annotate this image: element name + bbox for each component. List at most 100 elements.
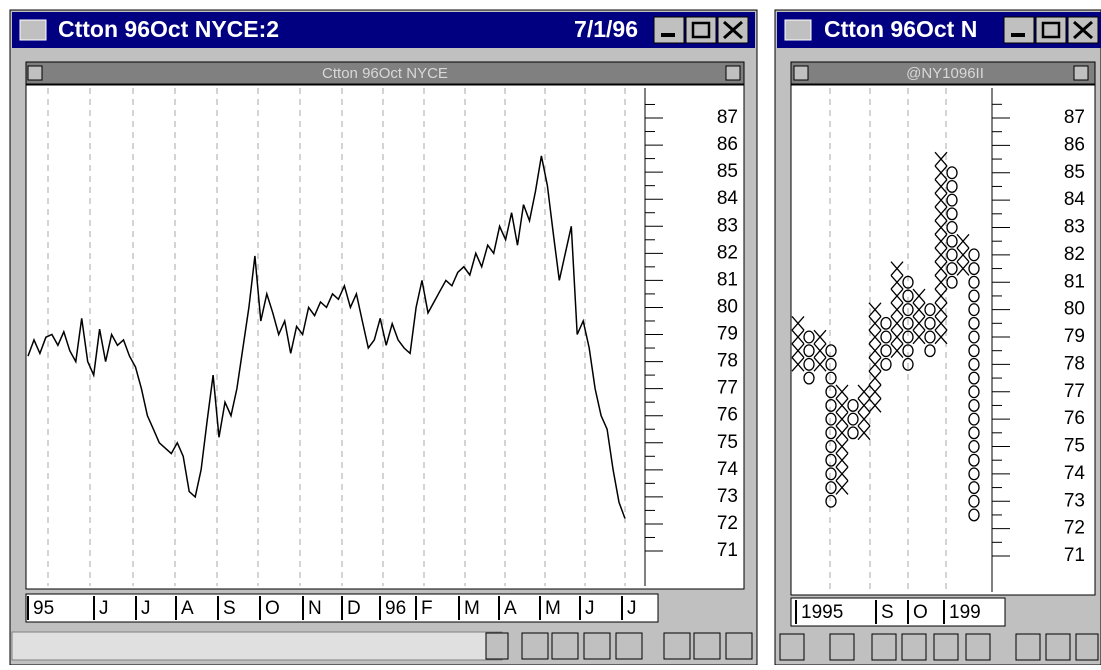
x-label: J [141, 598, 151, 619]
y-tick-label: 79 [1064, 326, 1085, 347]
app-icon [784, 19, 812, 41]
box [934, 316, 948, 331]
left-scrollbar[interactable] [11, 631, 503, 661]
y-tick-label: 71 [717, 540, 738, 561]
right-date-strip [790, 597, 1006, 627]
x-column [912, 288, 926, 345]
box [825, 426, 837, 440]
chart-menu[interactable] [27, 65, 43, 81]
box [835, 411, 849, 427]
box [946, 262, 958, 276]
box [924, 303, 936, 317]
box [835, 425, 849, 441]
box [968, 262, 980, 276]
o-column [968, 248, 980, 522]
box [890, 274, 904, 290]
x-column [956, 233, 970, 276]
window-buttons[interactable] [1003, 16, 1099, 44]
box [813, 343, 827, 358]
box [968, 344, 980, 358]
box [791, 343, 805, 358]
y-tick-label: 84 [1064, 189, 1086, 210]
y-tick-label: 72 [717, 513, 738, 534]
chart-max[interactable] [725, 65, 741, 81]
left-chart-bar [25, 61, 745, 85]
box [968, 248, 980, 262]
box [968, 440, 980, 453]
box [868, 343, 882, 358]
x-column [890, 261, 904, 358]
box [912, 329, 926, 345]
box [956, 233, 970, 249]
box [857, 425, 871, 441]
left-title-bar [12, 12, 755, 48]
box [902, 344, 914, 358]
o-column [847, 398, 859, 440]
window-buttons[interactable] [653, 16, 749, 44]
box [868, 302, 882, 317]
box [902, 357, 914, 371]
box [946, 221, 958, 234]
box [946, 166, 958, 180]
y-tick-label: 76 [1064, 408, 1085, 429]
box [912, 316, 926, 331]
x-label: M [545, 598, 561, 619]
box [902, 316, 914, 330]
x-label: D [347, 598, 361, 619]
x-column [868, 302, 882, 413]
box [857, 411, 871, 427]
box [912, 288, 926, 304]
left-toolbar[interactable] [485, 632, 753, 660]
box [868, 316, 882, 331]
box [924, 316, 936, 330]
box [934, 247, 948, 263]
y-tick-label: 82 [1064, 244, 1085, 265]
box [803, 357, 815, 371]
right-toolbar[interactable] [779, 633, 1099, 661]
box [968, 398, 980, 412]
y-tick-label: 79 [717, 324, 738, 345]
box [968, 385, 980, 399]
chart-max[interactable] [1073, 65, 1089, 81]
box [968, 508, 980, 522]
left-chart-title: Ctton 96Oct NYCE [322, 65, 448, 82]
box [791, 329, 805, 345]
box [880, 330, 892, 344]
y-tick-label: 83 [717, 215, 738, 236]
box [880, 316, 892, 330]
y-tick-label: 80 [1064, 299, 1085, 320]
box [968, 412, 980, 426]
y-tick-label: 86 [717, 134, 738, 155]
box [946, 275, 958, 289]
box [835, 398, 849, 413]
box [946, 248, 958, 262]
y-tick-label: 77 [1064, 381, 1085, 402]
box [902, 303, 914, 317]
box [835, 384, 849, 400]
box [968, 494, 980, 508]
chart-menu[interactable] [793, 65, 809, 81]
y-tick-label: 74 [1064, 463, 1086, 484]
box [847, 412, 859, 426]
x-column [934, 151, 948, 345]
box [968, 330, 980, 344]
box [946, 234, 958, 248]
box [825, 371, 837, 385]
x-column [857, 384, 871, 441]
o-column [902, 275, 914, 371]
box [934, 302, 948, 317]
left-title: Ctton 96Oct NYCE:2 [58, 16, 279, 42]
x-label: J [585, 598, 595, 619]
box [946, 207, 958, 221]
box [890, 302, 904, 317]
box [890, 343, 904, 358]
box [803, 330, 815, 344]
box [857, 398, 871, 413]
box [902, 330, 914, 344]
box [868, 370, 882, 386]
app-icon [19, 19, 47, 41]
x-label: 96 [385, 598, 406, 619]
box [825, 467, 837, 481]
box [825, 453, 837, 467]
y-tick-label: 87 [717, 107, 738, 128]
